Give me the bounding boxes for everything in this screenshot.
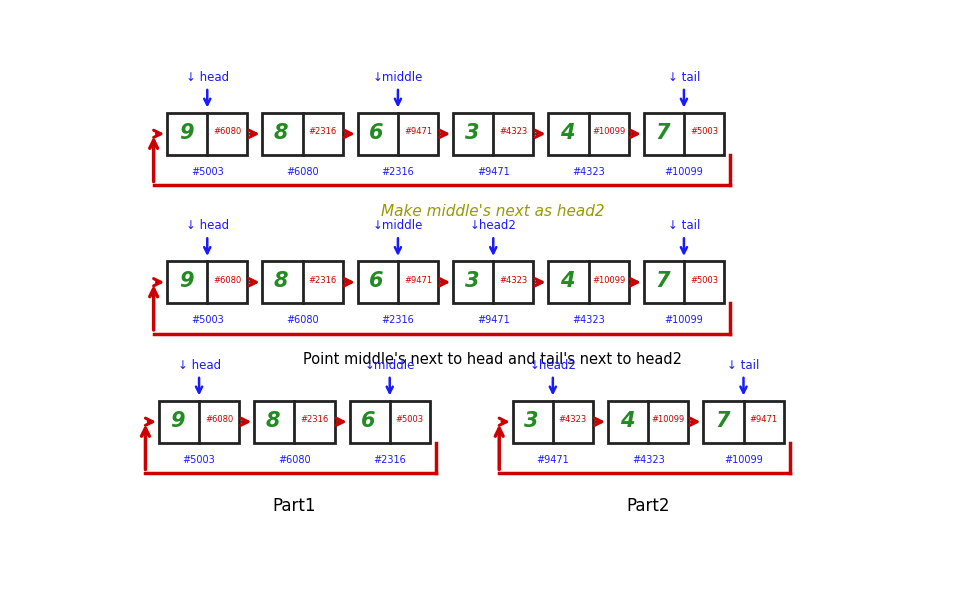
- Bar: [644, 261, 725, 303]
- Text: #4323: #4323: [572, 315, 605, 325]
- Bar: [262, 261, 343, 303]
- Text: #4323: #4323: [500, 276, 528, 285]
- Text: ↓middle: ↓middle: [373, 219, 423, 232]
- Text: ↓ head: ↓ head: [185, 71, 229, 84]
- Bar: [512, 401, 593, 443]
- Bar: [608, 401, 688, 443]
- Text: 3: 3: [465, 271, 480, 291]
- Text: #2316: #2316: [382, 167, 414, 176]
- Text: #9471: #9471: [404, 276, 432, 285]
- Text: #5003: #5003: [690, 128, 718, 136]
- Text: #9471: #9471: [536, 455, 569, 465]
- Bar: [453, 261, 533, 303]
- Text: #6080: #6080: [205, 415, 234, 424]
- Text: #6080: #6080: [213, 128, 241, 136]
- Text: ↓ head: ↓ head: [185, 219, 229, 232]
- Text: #10099: #10099: [665, 315, 703, 325]
- Text: Part2: Part2: [627, 497, 670, 514]
- Text: ↓middle: ↓middle: [364, 359, 415, 371]
- Text: ↓ tail: ↓ tail: [668, 219, 701, 232]
- Bar: [350, 401, 430, 443]
- Text: #2316: #2316: [301, 415, 329, 424]
- Text: #9471: #9471: [477, 315, 509, 325]
- Text: #10099: #10099: [592, 128, 626, 136]
- Text: #2316: #2316: [308, 276, 336, 285]
- Bar: [357, 261, 438, 303]
- Bar: [254, 401, 334, 443]
- Bar: [167, 261, 248, 303]
- Text: #4323: #4323: [572, 167, 605, 176]
- Text: 3: 3: [465, 123, 480, 143]
- Text: #9471: #9471: [404, 128, 432, 136]
- Text: #10099: #10099: [725, 455, 763, 465]
- Text: #10099: #10099: [592, 276, 626, 285]
- Text: ↓ head: ↓ head: [178, 359, 221, 371]
- Text: 7: 7: [655, 123, 670, 143]
- Text: #5003: #5003: [396, 415, 424, 424]
- Text: 9: 9: [179, 271, 193, 291]
- Text: #4323: #4323: [631, 455, 665, 465]
- Text: 7: 7: [715, 411, 729, 431]
- Text: #6080: #6080: [286, 167, 319, 176]
- Text: #10099: #10099: [665, 167, 703, 176]
- Bar: [703, 401, 784, 443]
- Text: #6080: #6080: [213, 276, 241, 285]
- Text: 4: 4: [560, 271, 575, 291]
- Text: #10099: #10099: [652, 415, 685, 424]
- Text: ↓middle: ↓middle: [373, 71, 423, 84]
- Bar: [549, 112, 628, 155]
- Text: #4323: #4323: [559, 415, 587, 424]
- Text: 6: 6: [369, 271, 383, 291]
- Bar: [644, 112, 725, 155]
- Bar: [159, 401, 239, 443]
- Text: ↓ tail: ↓ tail: [727, 359, 760, 371]
- Text: #5003: #5003: [690, 276, 718, 285]
- Bar: [357, 112, 438, 155]
- Text: #2316: #2316: [308, 128, 336, 136]
- Text: 7: 7: [655, 271, 670, 291]
- Text: 6: 6: [369, 123, 383, 143]
- Text: Point middle's next to head and tail's next to head2: Point middle's next to head and tail's n…: [303, 353, 682, 367]
- Bar: [167, 112, 248, 155]
- Text: 9: 9: [170, 411, 185, 431]
- Text: 8: 8: [274, 271, 288, 291]
- Text: #5003: #5003: [183, 455, 215, 465]
- Bar: [453, 112, 533, 155]
- Bar: [549, 261, 628, 303]
- Text: Make middle's next as head2: Make middle's next as head2: [381, 204, 604, 219]
- Text: #2316: #2316: [382, 315, 414, 325]
- Text: 6: 6: [361, 411, 376, 431]
- Text: #9471: #9471: [750, 415, 777, 424]
- Text: #2316: #2316: [374, 455, 407, 465]
- Text: 3: 3: [525, 411, 539, 431]
- Text: #6080: #6080: [286, 315, 319, 325]
- Text: 4: 4: [560, 123, 575, 143]
- Text: ↓ tail: ↓ tail: [668, 71, 701, 84]
- Text: Part1: Part1: [273, 497, 316, 514]
- Text: 9: 9: [179, 123, 193, 143]
- Text: #4323: #4323: [500, 128, 528, 136]
- Text: 4: 4: [620, 411, 634, 431]
- Text: #5003: #5003: [191, 167, 224, 176]
- Text: ↓head2: ↓head2: [530, 359, 577, 371]
- Text: #6080: #6080: [278, 455, 310, 465]
- Bar: [262, 112, 343, 155]
- Text: #5003: #5003: [191, 315, 224, 325]
- Text: ↓head2: ↓head2: [470, 219, 517, 232]
- Text: 8: 8: [266, 411, 281, 431]
- Text: 8: 8: [274, 123, 288, 143]
- Text: #9471: #9471: [477, 167, 509, 176]
